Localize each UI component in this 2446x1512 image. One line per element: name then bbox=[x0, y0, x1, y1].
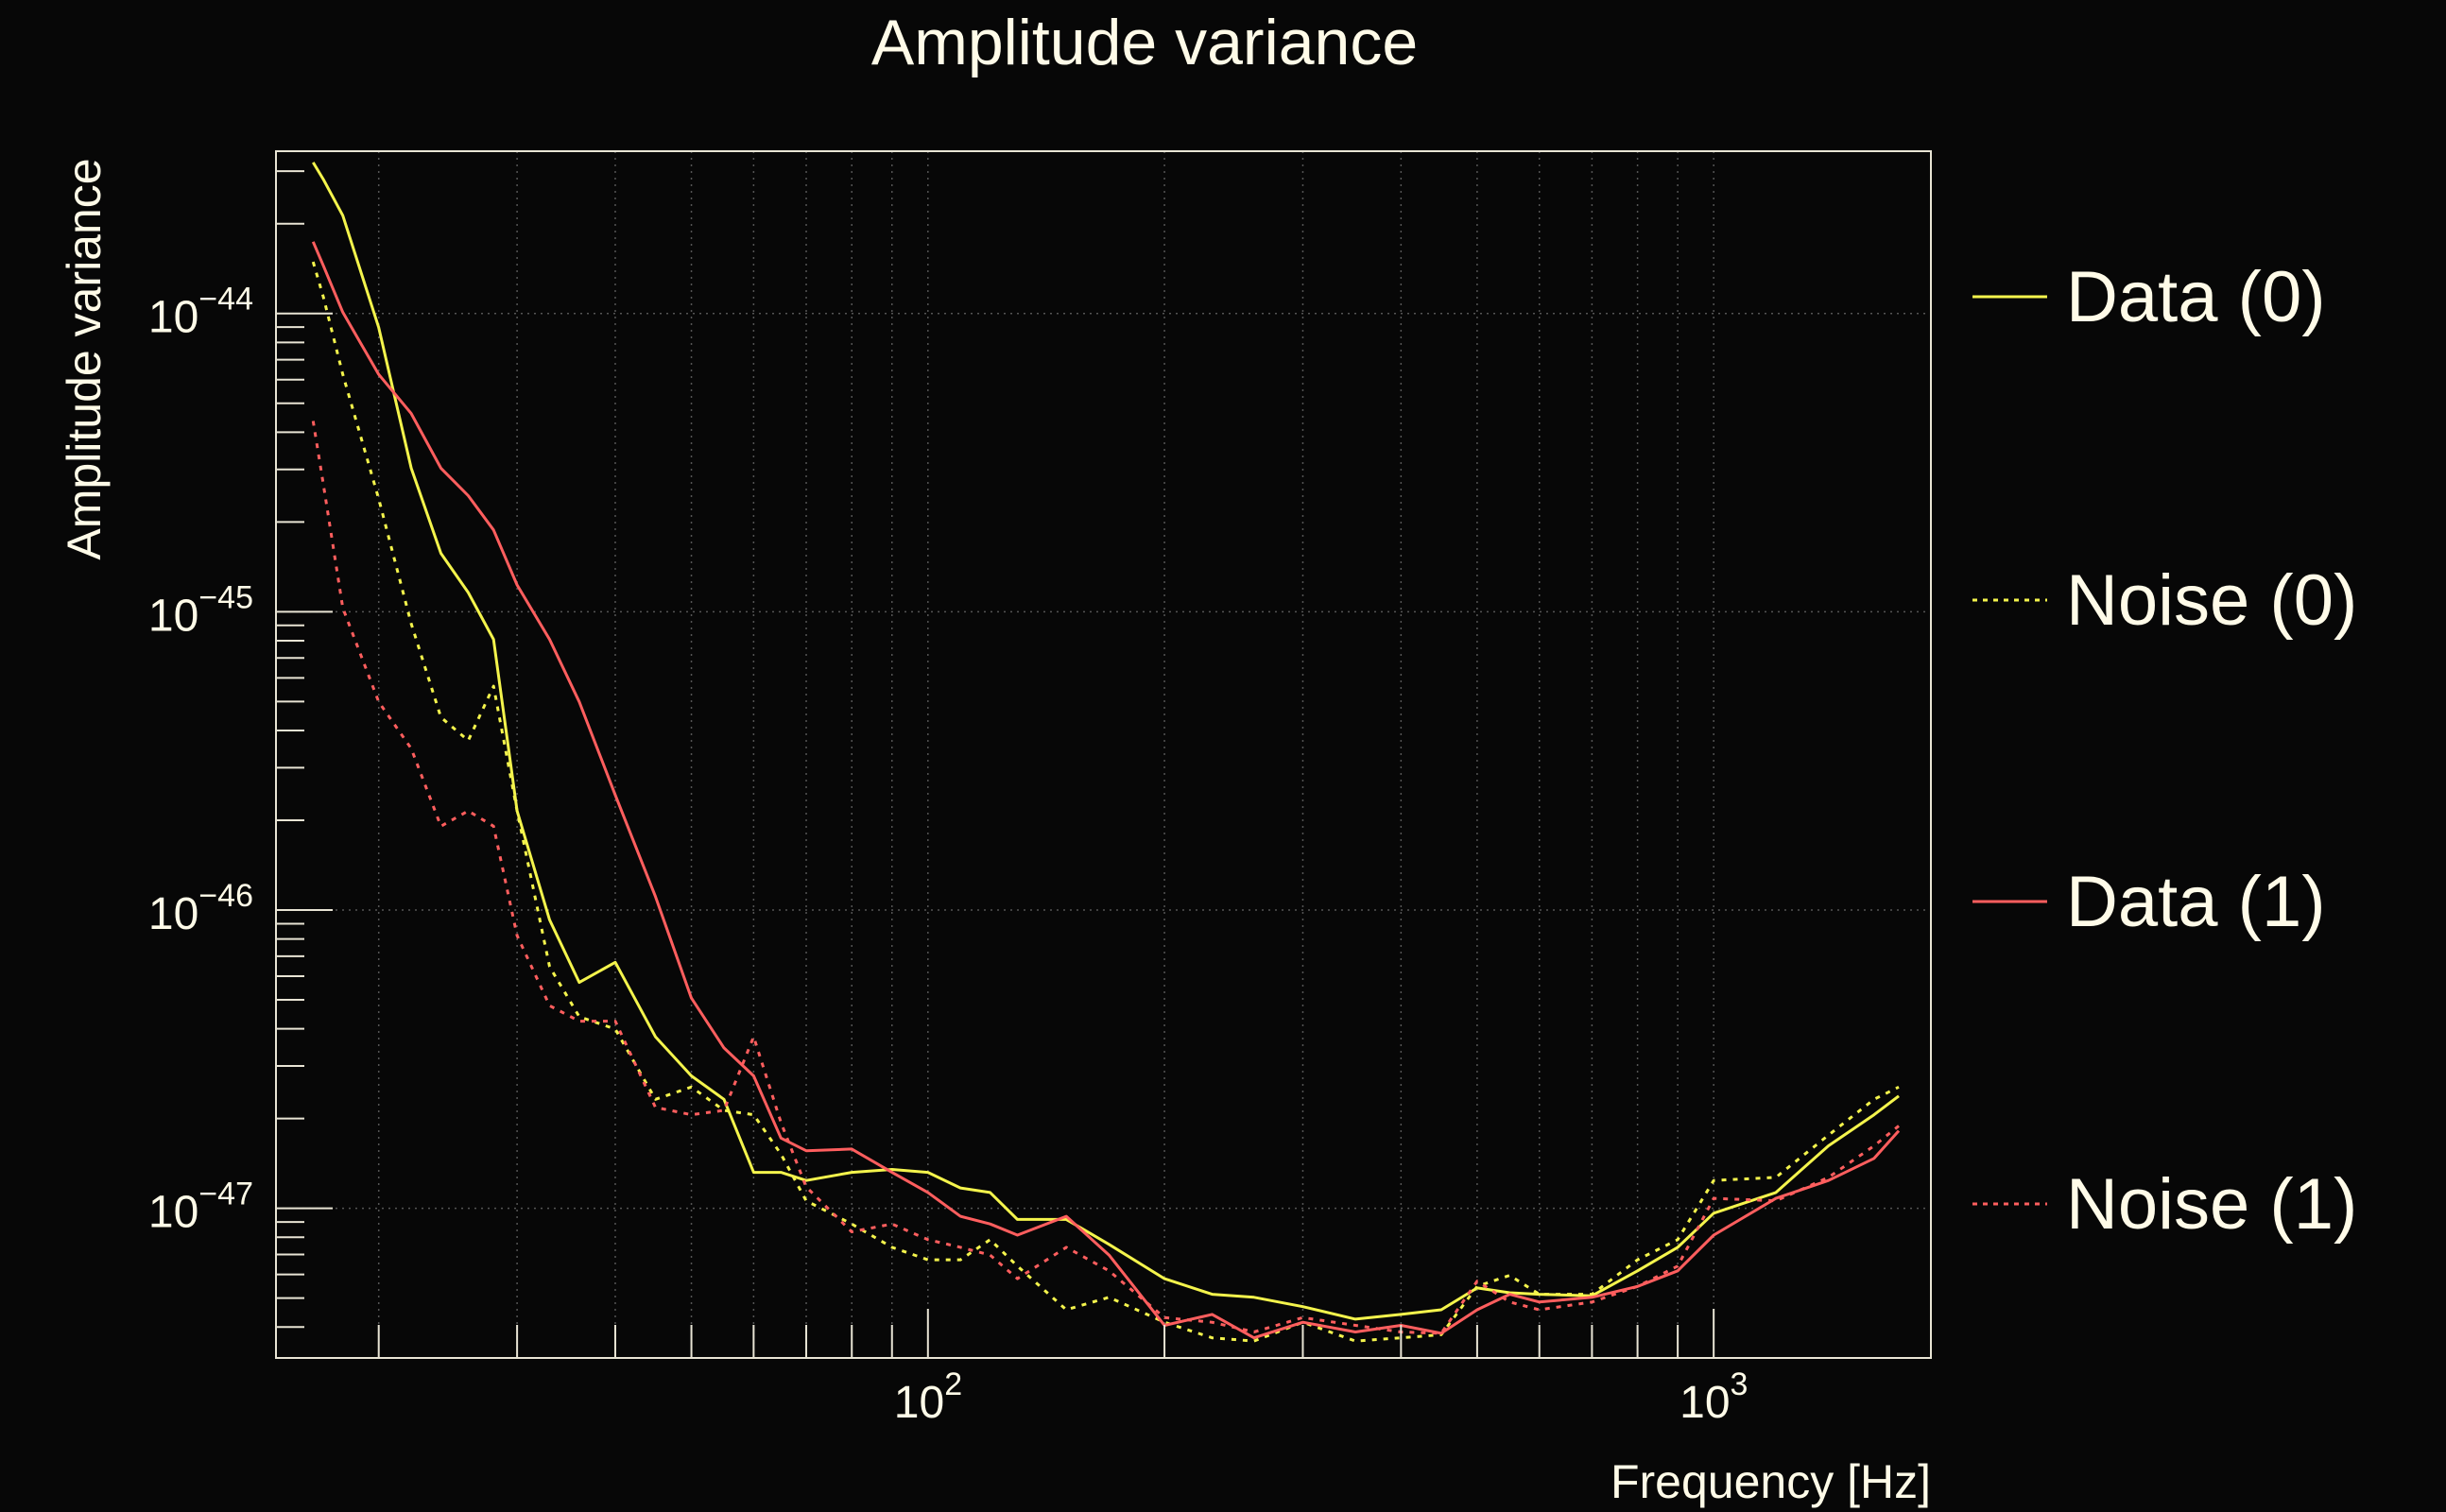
legend: Data (0) Noise (0) Data (1) Noise (1) bbox=[1972, 257, 2357, 1245]
series-group bbox=[311, 162, 1901, 1343]
y-tick-base: 10 bbox=[148, 293, 198, 343]
legend-label-noise-1: Noise (1) bbox=[2066, 1164, 2357, 1245]
series-line-noise-1 bbox=[311, 421, 1900, 1335]
x-tick-label: 103 bbox=[1679, 1366, 1748, 1428]
y-tick-exponent: −47 bbox=[198, 1177, 253, 1212]
series-line-noise-0 bbox=[311, 261, 1900, 1343]
grid bbox=[276, 151, 1931, 1358]
y-tick-exponent: −45 bbox=[198, 579, 253, 615]
series-line-data-1 bbox=[311, 241, 1901, 1340]
x-tick-exponent: 2 bbox=[944, 1366, 962, 1402]
y-tick-exponent: −44 bbox=[198, 282, 253, 318]
x-tick-base: 10 bbox=[1679, 1378, 1730, 1428]
y-tick-base: 10 bbox=[148, 889, 198, 939]
x-tick-label: 102 bbox=[894, 1366, 962, 1428]
y-tick-base: 10 bbox=[148, 1188, 198, 1238]
x-axis-label: Frequency [Hz] bbox=[1611, 1455, 1931, 1508]
y-tick-label: 10−46 bbox=[148, 878, 253, 939]
axis-ticks bbox=[276, 170, 1715, 1358]
y-tick-label: 10−44 bbox=[148, 282, 253, 343]
x-tick-exponent: 3 bbox=[1731, 1366, 1748, 1402]
legend-label-noise-0: Noise (0) bbox=[2066, 560, 2357, 641]
y-tick-label: 10−45 bbox=[148, 579, 253, 641]
series-line-data-0 bbox=[312, 162, 1900, 1321]
legend-label-data-1: Data (1) bbox=[2066, 862, 2326, 942]
y-tick-exponent: −46 bbox=[198, 878, 253, 914]
y-axis-label: Amplitude variance bbox=[58, 158, 111, 559]
y-tick-label: 10−47 bbox=[148, 1177, 253, 1238]
y-tick-base: 10 bbox=[148, 591, 198, 641]
chart-title: Amplitude variance bbox=[871, 7, 1418, 78]
legend-label-data-0: Data (0) bbox=[2066, 257, 2326, 337]
plot-frame bbox=[275, 150, 1932, 1359]
x-tick-base: 10 bbox=[894, 1378, 944, 1428]
